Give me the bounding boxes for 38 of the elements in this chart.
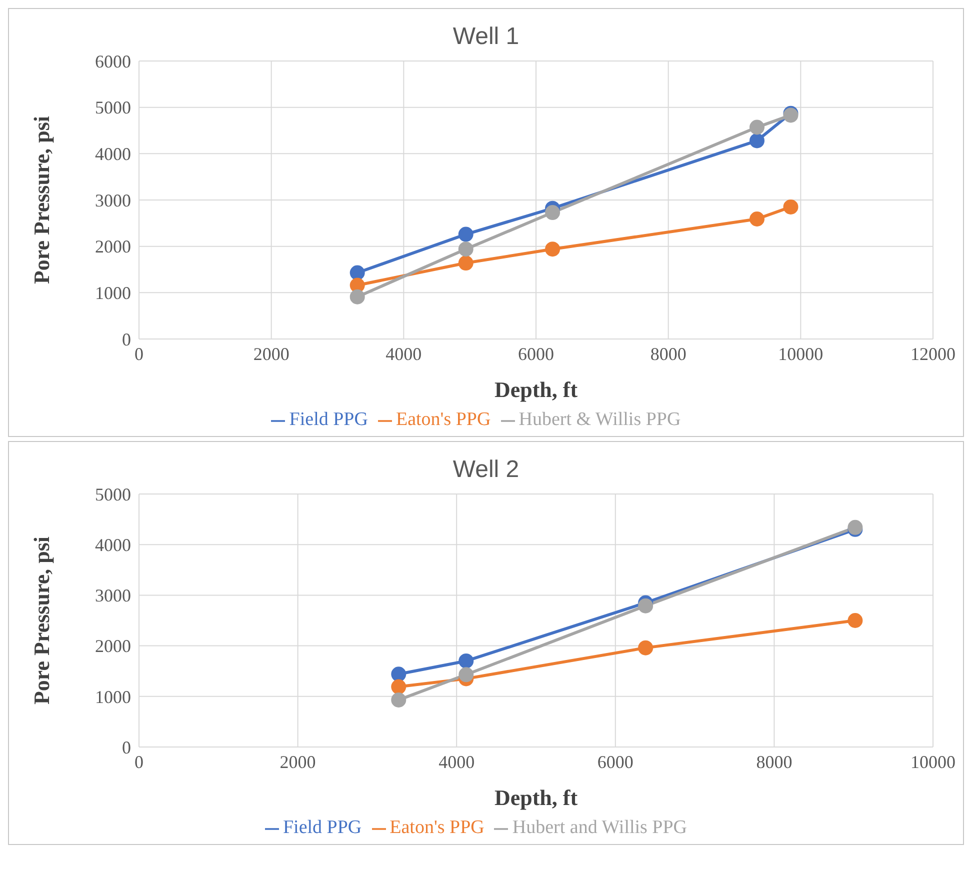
x-tick-label: 2000 [253, 344, 290, 364]
legend-label: Field PPG [289, 409, 368, 430]
y-tick-label: 5000 [95, 98, 131, 118]
legend-label: Field PPG [282, 817, 362, 838]
y-tick-label: 3000 [95, 586, 131, 606]
y-tick-label: 1000 [95, 283, 131, 304]
chart-title: Well 2 [452, 455, 520, 484]
y-tick-label: 6000 [95, 51, 131, 72]
x-axis-title: Depth, ft [494, 785, 578, 810]
legend-label: Eaton's PPG [396, 409, 491, 430]
legend-label: Hubert & Willis PPG [518, 409, 681, 430]
y-tick-label: 2000 [95, 636, 131, 656]
y-tick-label: 1000 [95, 686, 131, 707]
y-tick-label: 4000 [95, 534, 131, 555]
y-axis-title: Pore Pressure, psi [28, 536, 54, 705]
x-tick-label: 8000 [756, 752, 792, 772]
x-tick-label: 10000 [778, 344, 824, 364]
x-axis-title: Depth, ft [494, 377, 578, 402]
y-axis-title: Pore Pressure, psi [28, 116, 54, 284]
x-tick-label: 6000 [518, 344, 554, 364]
x-tick-label: 4000 [438, 752, 475, 772]
y-tick-label: 4000 [95, 144, 131, 164]
legend-label: Eaton's PPG [390, 817, 484, 838]
y-tick-label: 0 [122, 737, 131, 758]
x-tick-label: 2000 [280, 752, 316, 772]
y-tick-label: 5000 [95, 484, 131, 504]
y-tick-label: 3000 [95, 190, 131, 210]
legend-label: Hubert and Willis PPG [512, 817, 688, 838]
x-tick-label: 12000 [910, 344, 956, 364]
x-tick-label: 8000 [650, 344, 686, 364]
x-tick-label: 10000 [910, 752, 956, 772]
y-tick-label: 2000 [95, 236, 131, 257]
y-tick-label: 0 [122, 329, 131, 350]
x-tick-label: 0 [134, 344, 144, 364]
chart-title: Well 1 [452, 22, 520, 51]
x-tick-label: 4000 [386, 344, 422, 364]
x-tick-label: 0 [134, 752, 144, 772]
x-tick-label: 6000 [597, 752, 634, 772]
